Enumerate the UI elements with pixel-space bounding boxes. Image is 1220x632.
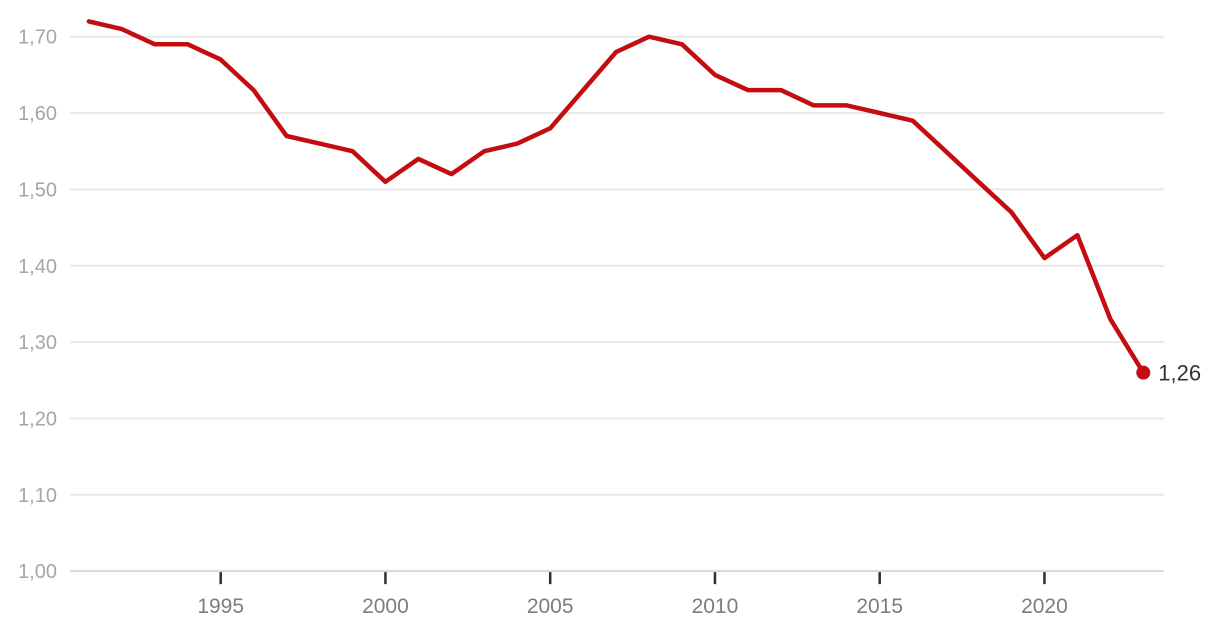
- end-point-value-label: 1,26: [1158, 361, 1201, 386]
- x-axis-label: 1995: [197, 595, 244, 618]
- y-axis-label: 1,70: [18, 27, 57, 49]
- y-axis-label: 1,10: [18, 485, 57, 507]
- data-line: [86, 19, 1146, 375]
- end-point-dot: [1136, 365, 1151, 380]
- y-axis-label: 1,40: [18, 256, 57, 278]
- y-axis-label: 1,60: [18, 103, 57, 125]
- x-axis-label: 2005: [527, 595, 574, 618]
- x-axis-label: 2010: [692, 595, 739, 618]
- y-axis-label: 1,50: [18, 179, 57, 201]
- x-axis-label: 2015: [856, 595, 903, 618]
- x-axis-label: 2000: [362, 595, 409, 618]
- y-axis-label: 1,00: [18, 561, 57, 583]
- y-axis-label: 1,20: [18, 408, 57, 430]
- y-axis-label: 1,30: [18, 332, 57, 354]
- x-axis-label: 2020: [1021, 595, 1068, 618]
